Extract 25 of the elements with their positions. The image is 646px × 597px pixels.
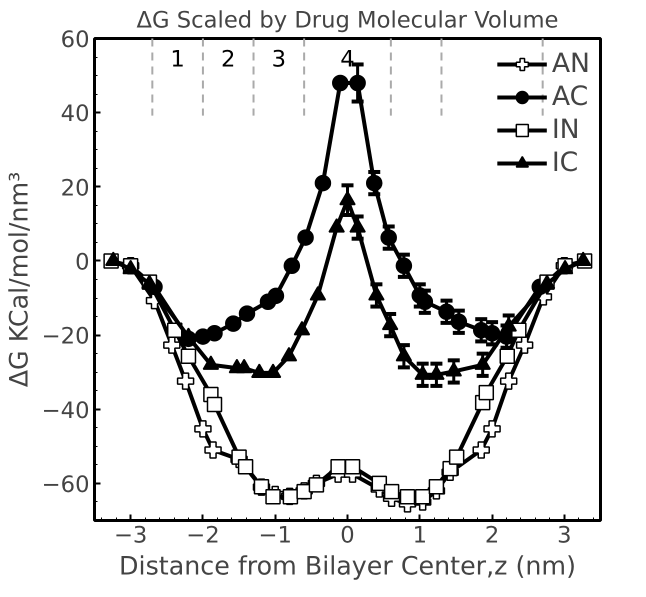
x-tick-label: −3 [114, 522, 148, 548]
y-axis-title: ΔG KCal/mol/nm³ [4, 172, 34, 388]
x-tick-label: 1 [412, 522, 427, 548]
y-tick-label: −20 [42, 324, 90, 350]
y-tick-label: −40 [42, 398, 90, 424]
chart-title: ΔG Scaled by Drug Molecular Volume [136, 8, 558, 34]
annotation: 1 [170, 46, 185, 72]
x-tick-label: −2 [186, 522, 220, 548]
annotation: 4 [340, 46, 355, 72]
annotation: 3 [272, 46, 286, 72]
legend-label: AC [552, 81, 588, 112]
legend-label: AN [552, 48, 590, 79]
y-tick-label: 60 [60, 27, 90, 53]
x-tick-label: 3 [557, 522, 572, 548]
x-tick-label: 2 [484, 522, 500, 548]
y-tick-label: −60 [42, 472, 90, 498]
y-tick-label: 20 [60, 175, 90, 202]
legend-label: IN [552, 114, 580, 145]
x-axis-title: Distance from Bilayer Center,z (nm) [119, 550, 576, 580]
x-tick-label: 0 [340, 522, 355, 548]
y-tick-label: 40 [60, 101, 90, 128]
y-tick-label: 0 [75, 249, 90, 276]
legend-label: IC [552, 147, 578, 178]
annotation: 2 [221, 46, 236, 72]
x-tick-label: −1 [258, 522, 292, 548]
